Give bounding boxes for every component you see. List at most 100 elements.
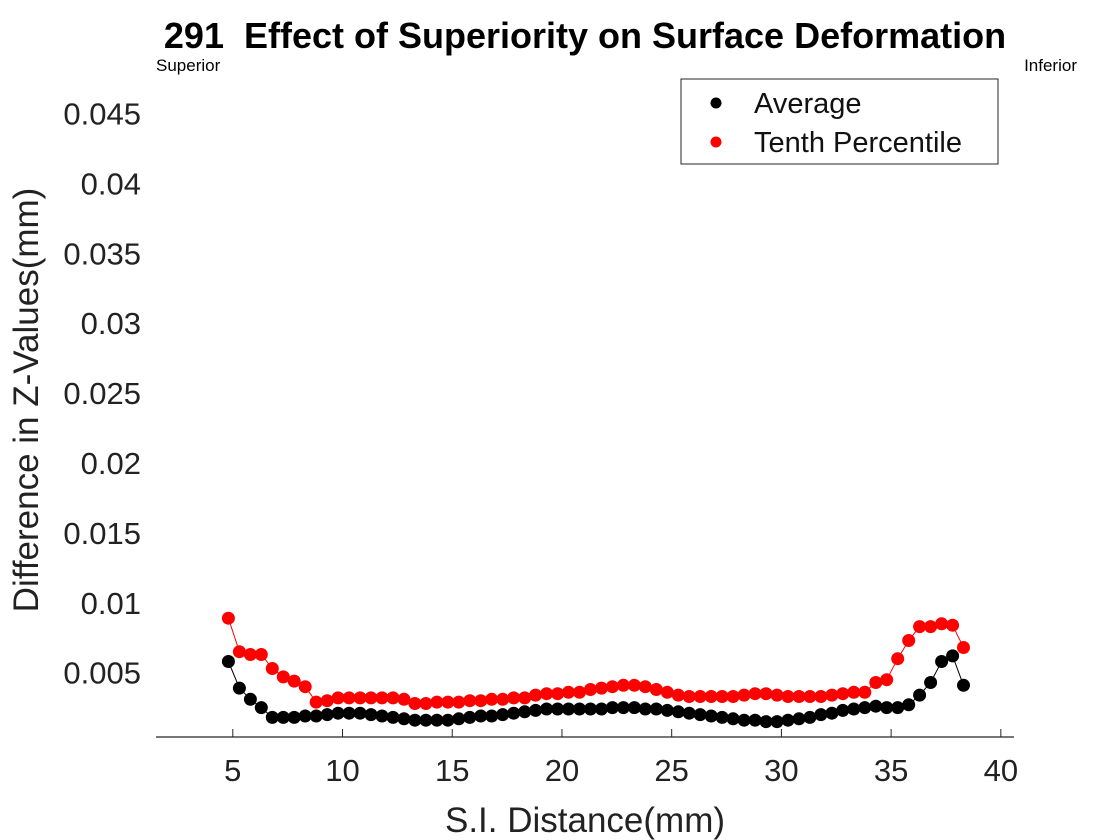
point-average xyxy=(946,649,960,663)
point-tenth-percentile xyxy=(375,691,389,705)
point-average xyxy=(792,712,806,726)
point-average xyxy=(276,710,290,724)
point-average xyxy=(748,713,762,727)
point-tenth-percentile xyxy=(463,694,477,708)
inferior-annotation: Inferior xyxy=(1024,56,1077,75)
point-average xyxy=(781,713,795,727)
x-ticks: 5 10 15 20 25 30 35 40 xyxy=(224,729,1018,788)
point-tenth-percentile xyxy=(693,690,707,703)
point-average xyxy=(660,703,674,717)
point-tenth-percentile xyxy=(880,673,894,687)
point-average xyxy=(913,688,927,702)
point-average xyxy=(452,712,466,726)
point-average xyxy=(737,713,751,727)
point-average xyxy=(474,709,488,723)
point-tenth-percentile xyxy=(825,688,839,702)
point-average xyxy=(298,709,312,723)
point-average xyxy=(627,701,641,715)
point-tenth-percentile xyxy=(748,687,762,701)
point-tenth-percentile xyxy=(408,697,422,710)
x-tick-label: 25 xyxy=(654,753,688,788)
point-average xyxy=(836,703,850,717)
point-average xyxy=(419,713,433,727)
point-average xyxy=(287,710,301,724)
point-average xyxy=(704,709,718,723)
x-tick-label: 35 xyxy=(874,753,908,788)
point-average xyxy=(891,701,905,715)
point-average xyxy=(924,676,938,689)
point-tenth-percentile xyxy=(935,617,949,631)
point-tenth-percentile xyxy=(902,634,916,647)
point-average xyxy=(232,681,246,695)
point-average xyxy=(485,709,499,723)
x-tick-label: 40 xyxy=(984,753,1018,788)
point-tenth-percentile xyxy=(287,674,301,688)
point-average xyxy=(430,713,444,727)
point-tenth-percentile xyxy=(781,690,795,703)
point-average xyxy=(309,709,323,723)
point-tenth-percentile xyxy=(243,648,257,661)
point-average xyxy=(375,709,389,723)
point-average xyxy=(825,706,839,720)
point-tenth-percentile xyxy=(704,690,718,703)
point-average xyxy=(902,698,916,712)
point-tenth-percentile xyxy=(320,694,334,708)
legend-marker-average xyxy=(710,97,722,109)
point-average xyxy=(463,710,477,724)
y-tick-label: 0.01 xyxy=(81,586,141,621)
point-tenth-percentile xyxy=(353,691,367,705)
legend: Average Tenth Percentile xyxy=(680,78,999,165)
point-average xyxy=(693,708,707,722)
point-average xyxy=(408,713,422,727)
point-tenth-percentile xyxy=(276,670,290,684)
point-tenth-percentile xyxy=(891,652,905,666)
y-tick-label: 0.03 xyxy=(81,306,141,341)
point-average xyxy=(265,710,279,724)
point-tenth-percentile xyxy=(847,685,861,699)
y-tick-label: 0.02 xyxy=(81,446,141,481)
point-tenth-percentile xyxy=(430,695,444,709)
point-tenth-percentile xyxy=(474,694,488,708)
point-tenth-percentile xyxy=(616,678,630,692)
point-average xyxy=(595,702,608,716)
x-tick-label: 20 xyxy=(545,753,579,788)
point-average xyxy=(342,706,356,720)
point-tenth-percentile xyxy=(924,620,938,634)
point-average xyxy=(551,702,565,716)
point-average xyxy=(759,715,773,729)
x-tick-label: 30 xyxy=(764,753,798,788)
x-axis-label: S.I. Distance(mm) xyxy=(445,801,725,840)
point-tenth-percentile xyxy=(726,690,740,703)
legend-marker-tenth-percentile xyxy=(710,136,722,148)
y-tick-label: 0.005 xyxy=(63,656,141,691)
point-average xyxy=(320,708,334,722)
point-average xyxy=(331,706,345,720)
point-tenth-percentile xyxy=(792,690,806,703)
point-average xyxy=(803,710,817,724)
point-tenth-percentile xyxy=(858,685,872,699)
point-tenth-percentile xyxy=(638,680,652,694)
point-tenth-percentile xyxy=(397,692,411,706)
point-average xyxy=(562,702,575,716)
series-layer xyxy=(221,611,970,729)
legend-label-average: Average xyxy=(754,88,862,120)
point-average xyxy=(529,703,543,717)
y-tick-label: 0.035 xyxy=(63,236,141,271)
point-average xyxy=(869,699,883,713)
x-tick-label: 10 xyxy=(325,753,359,788)
point-average xyxy=(649,702,663,716)
point-average xyxy=(540,702,554,716)
point-tenth-percentile xyxy=(331,691,345,705)
point-tenth-percentile xyxy=(671,688,685,702)
point-tenth-percentile xyxy=(737,688,751,702)
plot-area: 5 10 15 20 25 30 35 40 0.0050.010.0150.020.0250… xyxy=(63,97,1018,788)
point-tenth-percentile xyxy=(507,691,521,705)
y-tick-label: 0.045 xyxy=(63,97,141,132)
point-tenth-percentile xyxy=(232,645,246,659)
point-tenth-percentile xyxy=(364,691,378,705)
chart-title: 291 Effect of Superiority on Surface Def… xyxy=(164,15,1006,56)
point-average xyxy=(573,702,586,716)
x-tick-label: 5 xyxy=(224,753,241,788)
point-tenth-percentile xyxy=(627,678,641,692)
point-tenth-percentile xyxy=(562,685,575,699)
